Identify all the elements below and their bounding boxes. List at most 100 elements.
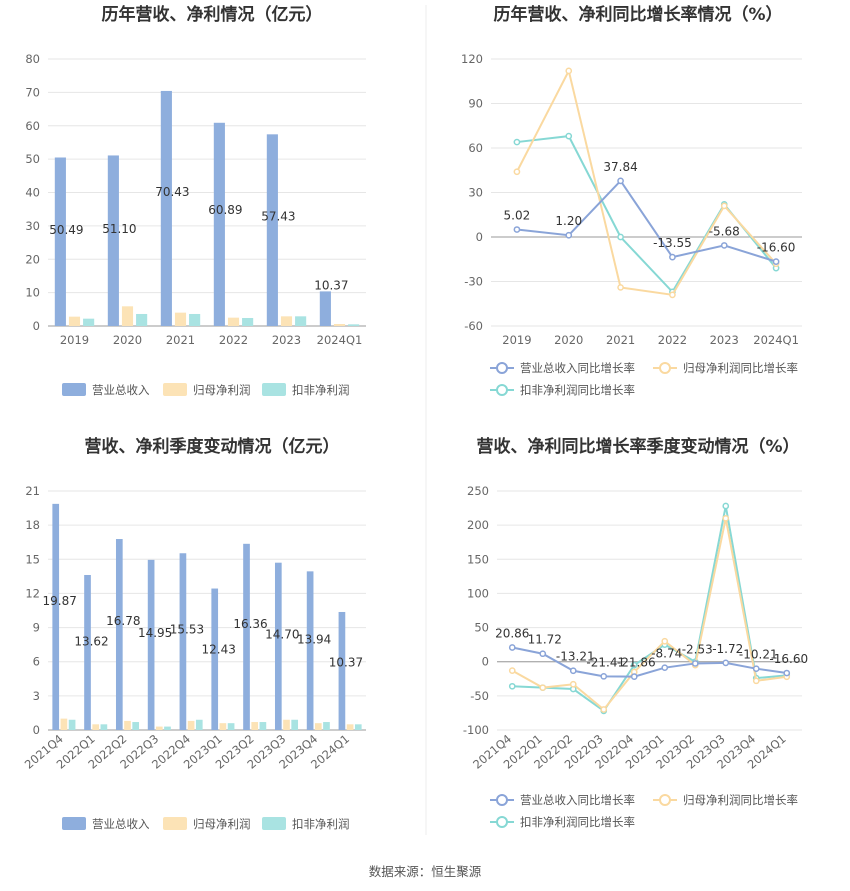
revenue-bar [338,611,346,730]
legend-label: 归母净利润 [193,383,251,397]
line-point [722,659,730,667]
line-point [508,667,516,674]
net-profit-bar [314,723,322,730]
line-point [565,132,573,140]
y-tick-label: -100 [463,723,489,737]
data-label: 50.49 [49,223,83,237]
x-tick-label: 2019 [60,333,89,347]
line-point [600,706,608,713]
revenue-growth-line [516,179,777,263]
x-tick-label: 2020 [113,333,142,347]
line-point [513,226,521,233]
x-tick-label: 2024Q1 [753,333,799,347]
legend-label: 扣非净利润 [292,817,350,831]
net-profit-bar [155,726,163,730]
line-point [661,664,669,672]
deducted-profit-bar [195,719,203,730]
deducted-profit-bar [164,726,171,730]
deducted-profit-growth-line [512,505,787,713]
x-tick-label: 2023 [272,333,301,347]
data-label: 19.87 [43,594,77,608]
annual-growth-chart: 历年营收、净利同比增长率情况（%） -60 -30 0 30 60 90 120 2019 202… [461,4,802,397]
data-source-note: 数据来源：恒生聚源 [369,864,482,879]
y-tick-label: 20 [25,252,40,266]
y-tick-label: 150 [467,552,489,566]
data-label: -16.60 [757,241,796,255]
legend-swatch [262,383,286,396]
legend-label: 扣非净利润 [292,383,350,397]
revenue-bar [147,559,155,730]
y-tick-label: 6 [33,655,40,669]
legend-label: 归母净利润 [193,817,251,831]
line-point [617,233,624,241]
x-tick-label: 2022 [219,333,248,347]
revenue-bar [274,562,282,730]
line-point [661,637,669,645]
net-profit-bar [346,724,354,730]
y-tick-label: 90 [468,97,483,111]
legend-swatch [163,817,187,830]
line-point [720,242,728,249]
net-profit-bar [174,312,187,326]
data-label: 37.84 [603,160,637,174]
line-point [508,644,516,651]
line-point [720,202,728,210]
y-tick-label: 0 [33,319,40,333]
revenue-bar [306,571,314,730]
data-label: 15.53 [170,622,204,636]
line-point [569,667,577,675]
line-point [600,672,608,680]
data-label: 10.37 [314,278,348,292]
line-point [617,284,624,291]
chart-title: 历年营收、净利情况（亿元） [102,4,323,25]
deducted-profit-bar [295,316,307,326]
y-tick-label: 250 [467,484,489,498]
revenue-bar [115,539,123,730]
data-label: -13.21 [556,650,595,664]
y-tick-label: 15 [25,552,40,566]
line-point [513,138,521,146]
net-profit-bar [68,316,81,326]
legend-marker [496,384,508,396]
deducted-profit-bar [259,722,267,730]
data-label: 70.43 [155,185,189,199]
y-tick-label: 60 [468,141,483,155]
line-point [722,514,730,522]
line-point [630,661,638,669]
data-label: 57.43 [261,210,295,224]
revenue-bar [243,543,250,730]
data-label: 5.02 [504,209,531,223]
deducted-profit-bar [242,317,254,326]
y-tick-label: 0 [33,723,40,737]
deducted-profit-bar [354,724,362,730]
legend-swatch [163,383,187,396]
y-tick-label: 0 [476,230,483,244]
y-tick-label: 3 [33,689,40,703]
legend-swatch [62,817,86,830]
data-label: -21.86 [617,656,656,670]
deducted-profit-bar [323,722,330,730]
revenue-bar [319,291,331,326]
line-point [565,67,573,75]
x-tick-label: 2020 [554,333,583,347]
line-point [752,677,760,685]
data-label: -8.74 [651,647,682,661]
x-tick-label: 2022 [658,333,687,347]
deducted-profit-bar [227,723,235,730]
legend-label: 营业总收入 [92,383,150,397]
net-profit-bar [187,720,195,730]
net-profit-bar [121,306,134,326]
legend-marker [496,816,508,828]
line-point [539,684,547,692]
quarterly-growth-chart: 营收、净利同比增长率季度变动情况（%） -100 -50 0 50 100 150 200 25… [463,436,808,829]
x-tick-label: 2021 [166,333,195,347]
net-profit-bar [280,316,293,326]
y-tick-label: 21 [25,484,40,498]
legend-label: 归母净利润同比增长率 [683,793,798,807]
line-point [669,253,676,261]
data-label: 13.94 [297,633,331,647]
y-tick-label: 40 [25,186,40,200]
legend-label: 扣非净利润同比增长率 [520,815,635,829]
data-label: 10.37 [329,656,363,670]
